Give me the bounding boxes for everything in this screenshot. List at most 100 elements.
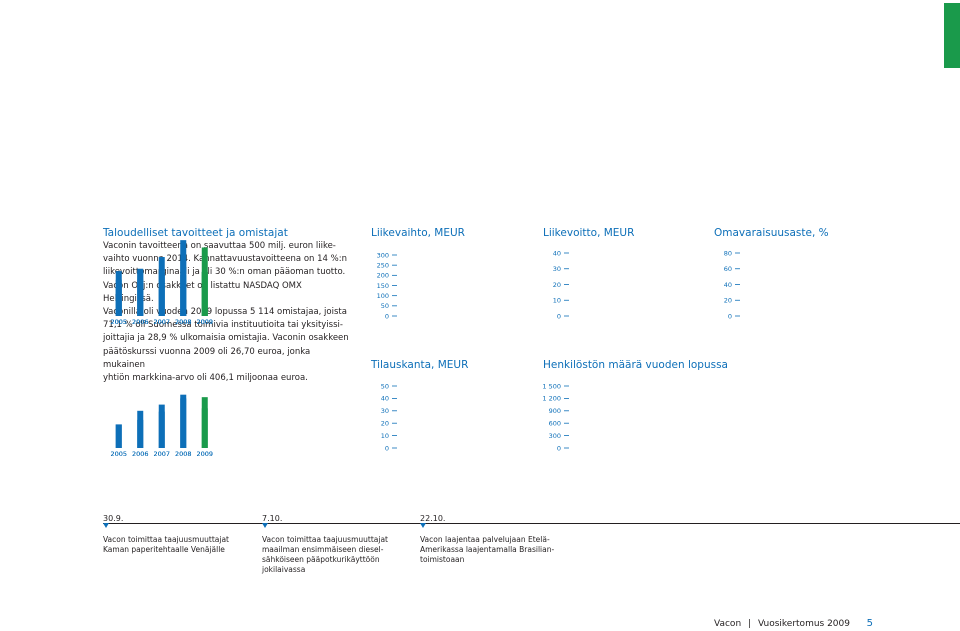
x-tick-label: 2005 xyxy=(110,450,127,458)
intro-line: Vaconin tavoitteena on saavuttaa 500 mil… xyxy=(103,241,336,251)
intro-line: liikevoittomarginaali ja yli 30 %:n oman… xyxy=(103,267,346,278)
timeline-date: 30.9. xyxy=(103,514,124,523)
x-tick-label: 2009 xyxy=(196,318,213,326)
timeline-event: Vacon toimittaa taajuusmuuttajat Kaman p… xyxy=(103,535,263,555)
bar-2005 xyxy=(115,424,122,448)
chart-plot: 0 10 20 30 40 2005 2006 2007 2008 2009 xyxy=(110,249,569,326)
timeline-axis xyxy=(103,523,960,524)
y-tick-label: 10 xyxy=(381,432,389,440)
intro-title: Taloudelliset tavoitteet ja omistajat xyxy=(103,227,288,239)
timeline-line: Vacon toimittaa taajuusmuuttajat xyxy=(103,535,229,544)
timeline-line: maailman ensimmäiseen diesel- xyxy=(262,545,384,554)
bar-2007 xyxy=(158,411,165,448)
chart-omavaraisuusaste: Omavaraisuusaste, % 0 20 40 60 80 2005 2006 200… xyxy=(110,227,854,332)
intro-line: Vaconilla oli vuoden 2009 lopussa 5 114 … xyxy=(103,307,347,318)
y-tick-label: 250 xyxy=(377,261,389,269)
y-tick-label: 900 xyxy=(549,407,561,415)
page-footer: Vacon | Vuosikertomus 2009 5 xyxy=(0,618,960,631)
bar-2007 xyxy=(158,273,165,316)
footer-report: Vuosikertomus 2009 xyxy=(757,619,850,629)
y-tick-label: 0 xyxy=(385,312,389,320)
timeline-marker-icon xyxy=(262,523,268,528)
chart-title: Liikevaihto, MEUR xyxy=(371,227,465,239)
footer-brand: Vacon | Vuosikertomus 2009 xyxy=(714,619,850,629)
x-tick-label: 2006 xyxy=(132,318,149,326)
x-tick-label: 2008 xyxy=(175,450,192,458)
y-tick-label: 1 200 xyxy=(542,395,561,403)
y-tick-label: 30 xyxy=(553,265,561,273)
x-tick-label: 2005 xyxy=(110,318,127,326)
y-tick-label: 30 xyxy=(381,407,389,415)
chart-liikevoitto: Liikevoitto, MEUR 0 10 20 30 40 2005 2006 2007 2… xyxy=(110,227,678,332)
y-tick-label: 0 xyxy=(557,444,561,452)
y-tick-label: 40 xyxy=(553,249,561,257)
y-tick-label: 50 xyxy=(381,302,389,310)
y-tick-label: 0 xyxy=(728,312,732,320)
section-color-tab xyxy=(944,3,960,68)
bar-2005 xyxy=(115,271,122,316)
chart-plot: 0 20 40 60 80 2005 2006 2007 2008 2009 xyxy=(110,249,740,326)
y-tick-label: 300 xyxy=(549,432,561,440)
y-tick-label: 200 xyxy=(377,272,389,280)
x-tick-label: 2009 xyxy=(196,450,213,458)
x-tick-label: 2006 xyxy=(132,450,149,458)
timeline-line: Kaman paperitehtaalle Venäjälle xyxy=(103,545,225,554)
chart-henkilosto: Henkilöstön määrä vuoden lopussa 0 300 600… xyxy=(110,359,728,464)
chart-title: Henkilöstön määrä vuoden lopussa xyxy=(543,359,728,371)
chart-liikevaihto: Liikevaihto, MEUR 0 50 100 150 200 250 300 2005… xyxy=(110,227,506,332)
intro-line: yhtiön markkina-arvo oli 406,1 miljoonaa… xyxy=(103,373,308,384)
timeline-line: jokilaivassa xyxy=(262,565,306,574)
x-tick-label: 2008 xyxy=(175,450,192,458)
intro-line: päätöskurssi vuonna 2009 oli 26,70 euroa… xyxy=(103,346,311,370)
chart-title: Omavaraisuusaste, % xyxy=(714,227,829,239)
x-tick-label: 2006 xyxy=(132,450,149,458)
timeline-line: Vacon toimittaa taajuusmuuttajat xyxy=(262,535,388,544)
chart-plot: 0 50 100 150 200 250 300 2005 2006 2007 2008 2009 xyxy=(110,240,397,326)
y-tick-label: 1 500 xyxy=(542,382,561,390)
y-tick-label: 20 xyxy=(724,297,732,305)
timeline-line: toimistoaan xyxy=(420,555,465,564)
timeline-line: Amerikassa laajentamalla Brasilian- xyxy=(420,545,555,554)
y-tick-label: 40 xyxy=(724,281,732,289)
x-tick-label: 2007 xyxy=(153,318,170,326)
x-tick-label: 2007 xyxy=(153,450,170,458)
timeline-event: Vacon toimittaa taajuusmuuttajat maailma… xyxy=(262,535,422,575)
timeline-line: Vacon laajentaa palvelujaan Etelä- xyxy=(420,535,550,544)
y-tick-label: 80 xyxy=(724,249,732,257)
chart-plot: 0 10 20 30 40 50 2005 2006 2007 2008 2009 xyxy=(110,382,397,458)
timeline-marker-icon xyxy=(420,523,426,528)
intro-line: vaihto vuonna 2014. Kannattavuustavoitte… xyxy=(103,254,347,265)
footer-separator: | xyxy=(748,619,752,629)
bar-2009 xyxy=(201,397,208,448)
y-tick-label: 600 xyxy=(549,420,561,428)
y-tick-label: 100 xyxy=(377,292,389,300)
x-tick-label: 2005 xyxy=(110,450,127,458)
intro-section: Taloudelliset tavoitteet ja omistajat Va… xyxy=(103,227,353,385)
x-tick-label: 2008 xyxy=(175,318,192,326)
timeline-marker-icon xyxy=(103,523,109,528)
x-tick-label: 2005 xyxy=(110,318,127,326)
y-tick-label: 150 xyxy=(377,282,389,290)
timeline-date: 22.10. xyxy=(420,514,446,523)
x-tick-label: 2009 xyxy=(196,318,213,326)
y-tick-label: 60 xyxy=(724,265,732,273)
y-tick-label: 40 xyxy=(381,395,389,403)
chart-title: Tilauskanta, MEUR xyxy=(371,359,469,371)
x-tick-label: 2007 xyxy=(153,450,170,458)
chart-tilauskanta: Tilauskanta, MEUR 0 10 20 30 40 50 2005 2006 200… xyxy=(110,359,506,464)
timeline-date: 7.10. xyxy=(262,514,283,523)
x-tick-label: 2005 xyxy=(110,318,127,326)
intro-line: 71,1 % oli Suomessa toimivia instituutio… xyxy=(103,320,343,331)
bar-2009 xyxy=(201,271,208,316)
bar-2008 xyxy=(180,275,187,316)
x-tick-label: 2009 xyxy=(196,318,213,326)
bar-2006 xyxy=(137,419,144,448)
y-tick-label: 0 xyxy=(385,444,389,452)
y-tick-label: 300 xyxy=(377,251,389,259)
y-tick-label: 20 xyxy=(553,281,561,289)
intro-body: Vaconin tavoitteena on saavuttaa 500 mil… xyxy=(103,240,353,385)
intro-line: joittajia ja 28,9 % ulkomaisia omistajia… xyxy=(103,333,349,344)
page-number: 5 xyxy=(866,618,873,629)
bar-2006 xyxy=(137,268,144,316)
